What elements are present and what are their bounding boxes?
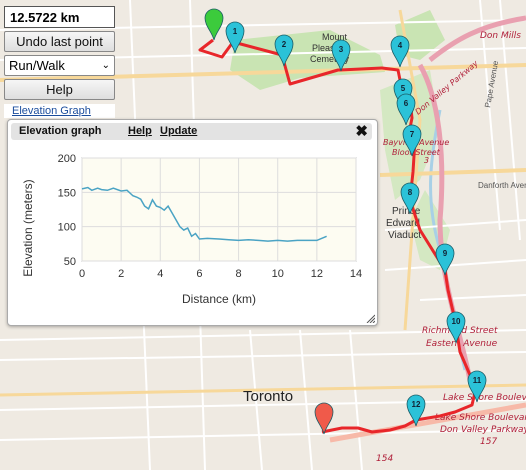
route-marker-3-label: 3 [339, 45, 344, 54]
x-tick-label: 4 [157, 268, 163, 280]
eastern-label: Eastern Avenue [426, 339, 498, 349]
y-tick-label: 100 [58, 222, 76, 234]
route-marker-5-label: 5 [401, 84, 406, 93]
hwy-154-label: 154 [376, 454, 393, 464]
route-marker-12-shape [406, 394, 426, 427]
hwy-157-label: 157 [480, 437, 497, 447]
distance-display: 12.5722 km [4, 6, 115, 28]
elevation-window-header[interactable]: Elevation graph Help Update ✖ [11, 123, 372, 140]
chevron-down-icon: ⌄ [101, 60, 110, 71]
x-tick-label: 6 [196, 268, 202, 280]
route-marker-9-shape [435, 243, 455, 276]
route-marker-6-label: 6 [404, 99, 409, 108]
lakeshore-label-2: Lake Shore Boulevard [435, 413, 526, 423]
mode-select-value: Run/Walk [9, 58, 65, 73]
close-icon[interactable]: ✖ [355, 123, 368, 140]
help-button[interactable]: Help [4, 79, 115, 100]
route-marker-3-shape [331, 39, 351, 72]
elevation-chart: 0 2 4 6 8 10 12 14 50 100 150 200 Distance (km) Ele… [21, 153, 362, 306]
start-marker-shape [204, 8, 224, 41]
route-marker-11-shape [467, 370, 487, 403]
dvp-label-2: Don Valley Parkway [440, 425, 526, 435]
plot-area [81, 157, 357, 262]
resize-handle[interactable] [365, 313, 375, 323]
route-marker-12[interactable]: 12 [406, 394, 426, 427]
y-tick-label: 150 [58, 187, 76, 199]
y-tick-label: 200 [58, 153, 76, 165]
route-marker-8[interactable]: 8 [400, 182, 420, 215]
cemetery-label: Mount [322, 32, 348, 42]
route-marker-12-label: 12 [412, 400, 421, 409]
route-marker-6-shape [396, 93, 416, 126]
route-marker-11[interactable]: 11 [467, 370, 487, 403]
bloor-label: Bloor Street [392, 148, 441, 157]
route-marker-7[interactable]: 7 [402, 124, 422, 157]
undo-button[interactable]: Undo last point [4, 31, 115, 52]
route-marker-1[interactable]: 1 [225, 21, 245, 54]
elevation-graph-link[interactable]: Elevation Graph [4, 104, 115, 118]
start-marker[interactable] [204, 8, 224, 41]
bloor-num: 3 [424, 156, 429, 165]
route-marker-8-label: 8 [408, 188, 413, 197]
route-marker-8-shape [400, 182, 420, 215]
x-tick-label: 2 [118, 268, 124, 280]
mode-select[interactable]: Run/Walk ⌄ [4, 55, 115, 76]
route-marker-4-label: 4 [398, 41, 403, 50]
route-marker-3[interactable]: 3 [331, 39, 351, 72]
route-marker-11-label: 11 [473, 376, 482, 385]
route-marker-9[interactable]: 9 [435, 243, 455, 276]
route-marker-1-label: 1 [233, 27, 238, 36]
x-tick-label: 14 [350, 268, 362, 280]
y-tick-label: 50 [64, 256, 76, 268]
route-marker-4-shape [390, 35, 410, 68]
end-marker[interactable] [314, 402, 334, 435]
x-tick-label: 12 [311, 268, 323, 280]
route-marker-7-label: 7 [410, 130, 415, 139]
pev-label: Prince [392, 206, 421, 217]
x-tick-label: 0 [79, 268, 85, 280]
route-marker-2[interactable]: 2 [274, 34, 294, 67]
y-axis-label: Elevation (meters) [21, 179, 35, 276]
x-tick-label: 10 [272, 268, 284, 280]
elevation-window: Elevation graph Help Update ✖ 0 2 4 6 8 10 12 1… [7, 119, 378, 326]
don-mills-label: Don Mills [480, 31, 521, 41]
route-marker-10[interactable]: 10 [446, 311, 466, 344]
route-marker-1-shape [225, 21, 245, 54]
route-marker-4[interactable]: 4 [390, 35, 410, 68]
route-marker-10-shape [446, 311, 466, 344]
route-marker-10-label: 10 [452, 317, 461, 326]
danforth-label: Danforth Avenue [478, 181, 526, 190]
route-marker-2-label: 2 [282, 40, 287, 49]
route-controls: 12.5722 km Undo last point Run/Walk ⌄ He… [4, 6, 117, 118]
elevation-window-title: Elevation graph [19, 125, 102, 137]
route-marker-9-label: 9 [443, 249, 448, 258]
x-axis-label: Distance (km) [182, 292, 256, 306]
route-marker-2-shape [274, 34, 294, 67]
route-marker-7-shape [402, 124, 422, 157]
x-tick-label: 8 [236, 268, 242, 280]
elevation-series-line [81, 186, 327, 242]
pev-label-3: Viaduct [388, 230, 421, 241]
elevation-update-link[interactable]: Update [160, 125, 198, 137]
route-marker-6[interactable]: 6 [396, 93, 416, 126]
elevation-help-link[interactable]: Help [128, 125, 152, 137]
cemetery-label-2: Pleasant [312, 43, 348, 53]
lakeshore-label: Lake Shore Boulevard [443, 393, 526, 403]
pev-label-2: Edward [386, 218, 420, 229]
toronto-label: Toronto [243, 388, 293, 405]
end-marker-shape [314, 402, 334, 435]
cemetery-label-3: Cemetery [310, 54, 350, 64]
